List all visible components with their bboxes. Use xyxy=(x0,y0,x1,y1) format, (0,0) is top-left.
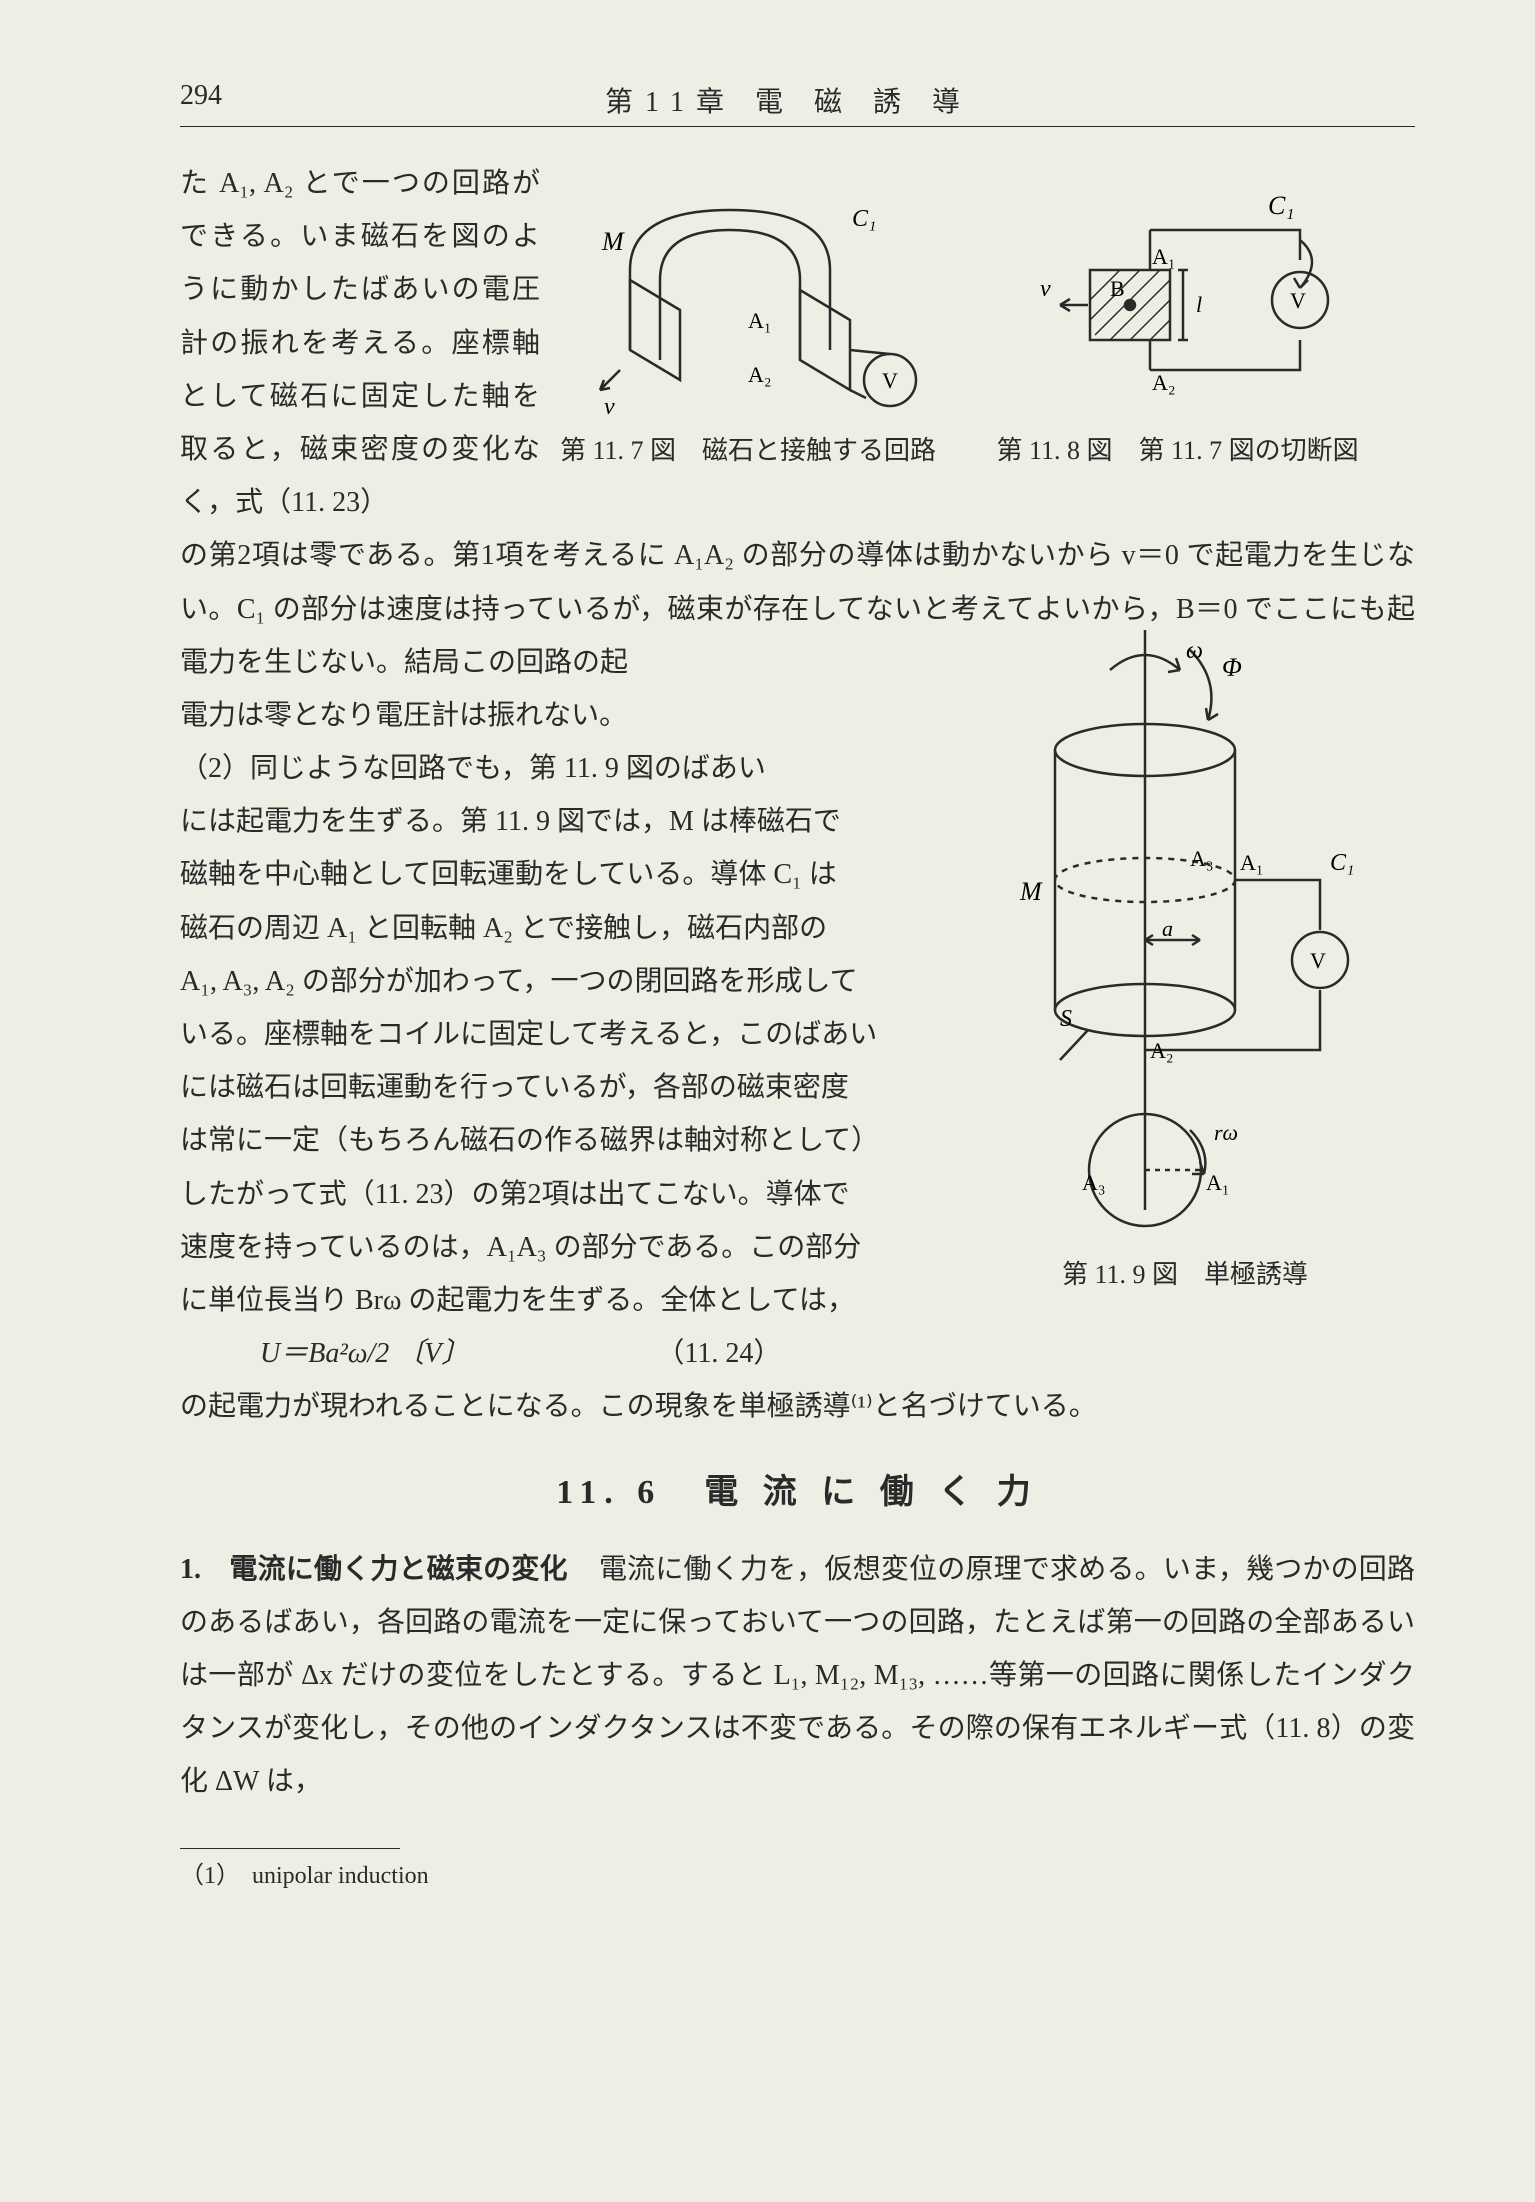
equation-number: （11. 24） xyxy=(656,1338,781,1369)
footnote-rule xyxy=(180,1848,400,1849)
para2-line: A₁, A₃, A₂ の部分が加わって，一つの閉回路を形成して xyxy=(180,955,1010,1008)
section-11-6-title: 11. 6 電 流 に 働 く 力 xyxy=(180,1464,1415,1513)
content: た A₁, A₂ とで一つの回路ができる。いま磁石を図のように動かしたばあいの電… xyxy=(180,157,1415,1890)
para2-line: いる。座標軸をコイルに固定して考えると，このばあい xyxy=(180,1008,1010,1061)
page: 294 第11章 電 磁 誘 導 M C₁ A₁ A₂ xyxy=(0,0,1535,2202)
para3: の起電力が現われることになる。この現象を単極誘導⁽¹⁾と名づけている。 xyxy=(180,1380,1415,1433)
para2-line: （2）同じような回路でも，第 11. 9 図のばあい xyxy=(180,742,1010,795)
page-number: 294 xyxy=(180,80,222,120)
para2-line: には磁石は回転運動を行っているが，各部の磁束密度 xyxy=(180,1061,1010,1114)
para2-line: 磁石の周辺 A₁ と回転軸 A₂ とで接触し，磁石内部の xyxy=(180,902,1010,955)
subsection-1-label: 1. 電流に働く力と磁束の変化 xyxy=(180,1554,568,1585)
para1-full: の第2項は零である。第1項を考えるに A₁A₂ の部分の導体は動かないから v＝… xyxy=(180,529,1415,689)
para2-line: は常に一定（もちろん磁石の作る磁界は軸対称として） xyxy=(180,1114,1010,1167)
para1-narrow: た A₁, A₂ とで一つの回路ができる。いま磁石を図のように動かしたばあいの電… xyxy=(180,157,540,529)
para2-line: 磁軸を中心軸として回転運動をしている。導体 C₁ は xyxy=(180,848,1010,901)
page-header: 294 第11章 電 磁 誘 導 xyxy=(180,80,1415,127)
equation: U＝Ba²ω/2 〔V〕 xyxy=(260,1338,469,1369)
para4-body: 電流に働く力を，仮想変位の原理で求める。いま，幾つかの回路のあるばあい，各回路の… xyxy=(180,1554,1415,1798)
equation-row: U＝Ba²ω/2 〔V〕 （11. 24） xyxy=(180,1327,1415,1380)
footnote: （1） unipolar induction xyxy=(180,1855,1415,1890)
para2-line: したがって式（11. 23）の第2項は出てこない。導体で xyxy=(180,1168,1010,1221)
para2-line: 電力は零となり電圧計は振れない。 xyxy=(180,689,1010,742)
para4: 1. 電流に働く力と磁束の変化 電流に働く力を，仮想変位の原理で求める。いま，幾… xyxy=(180,1543,1415,1809)
para2: 電力は零となり電圧計は振れない。 （2）同じような回路でも，第 11. 9 図の… xyxy=(180,689,1010,1327)
chapter-title: 第11章 電 磁 誘 導 xyxy=(605,80,972,120)
para2-line: 速度を持っているのは，A₁A₃ の部分である。この部分 xyxy=(180,1221,1010,1274)
para2-line: に単位長当り Brω の起電力を生ずる。全体としては， xyxy=(180,1274,1010,1327)
para2-line: には起電力を生ずる。第 11. 9 図では，M は棒磁石で xyxy=(180,795,1010,848)
